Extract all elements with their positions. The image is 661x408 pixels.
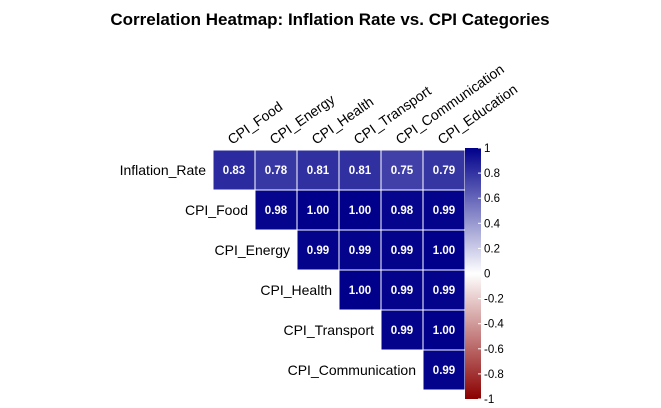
colorbar-tick-label: -0.6 (484, 344, 504, 356)
heatmap-cell (380, 149, 424, 191)
heatmap-cell (296, 189, 340, 231)
row-label: CPI_Communication (288, 362, 416, 378)
colorbar-tick-label: 0 (484, 269, 490, 281)
cell-value-label: 0.99 (349, 245, 371, 257)
cell-value-label: 1.00 (433, 325, 455, 337)
heatmap-cell (422, 309, 466, 351)
colorbar-tick-label: 0.4 (484, 218, 501, 230)
heatmap-cell (422, 149, 466, 191)
colorbar: 1 0.8 0.6 0.4 0.2 0 -0.2 -0.4 -0.6 -0.8 -1 (465, 143, 504, 406)
colorbar-tick-label: 0.8 (484, 168, 500, 180)
colorbar-tick-label: 0.2 (484, 243, 500, 255)
cell-value-label: 0.78 (265, 165, 288, 177)
heatmap-cell (338, 189, 382, 231)
cell-value-label: 0.99 (307, 245, 329, 257)
cell-value-label: 0.98 (265, 205, 288, 217)
cell-value-label: 0.75 (391, 165, 414, 177)
cell-value-label: 1.00 (349, 285, 371, 297)
heatmap-cell (422, 229, 466, 271)
cell-value-label: 0.99 (433, 205, 455, 217)
cell-value-label: 0.99 (391, 245, 413, 257)
cell-value-label: 0.98 (391, 205, 414, 217)
row-labels: Inflation_Rate CPI_Food CPI_Energy CPI_Heal… (120, 162, 416, 378)
heatmap-cell (212, 149, 256, 191)
cell-value-label: 0.99 (433, 365, 455, 377)
row-label: CPI_Food (185, 202, 248, 218)
row-label: CPI_Energy (215, 242, 290, 258)
heatmap-cell (422, 189, 466, 231)
colorbar-tick-label: -0.8 (484, 369, 504, 381)
colorbar-tick-label: -1 (484, 394, 494, 406)
colorbar-tick-label: 1 (484, 143, 490, 155)
cell-value-label: 0.81 (307, 165, 330, 177)
heatmap-cell (422, 269, 466, 311)
colorbar-gradient (465, 148, 481, 399)
heatmap-cell (422, 349, 466, 391)
cell-value-label: 1.00 (349, 205, 371, 217)
cell-value-label: 0.79 (433, 165, 455, 177)
colorbar-tick-label: -0.2 (484, 294, 504, 306)
cell-value-label: 0.83 (223, 165, 245, 177)
cell-value-label: 1.00 (307, 205, 329, 217)
row-label: CPI_Health (260, 282, 332, 298)
row-label: Inflation_Rate (120, 162, 207, 178)
heatmap-cell (338, 269, 382, 311)
heatmap-cell (380, 229, 424, 271)
colorbar-tick-label: -0.4 (484, 319, 504, 331)
colorbar-tick-label: 0.6 (484, 193, 500, 205)
chart-title: Correlation Heatmap: Inflation Rate vs. … (110, 10, 549, 29)
row-label: CPI_Transport (283, 322, 374, 338)
cell-value-label: 0.99 (391, 285, 413, 297)
column-labels: CPI_FoodCPI_EnergyCPI_HealthCPI_Transpor… (225, 61, 521, 148)
cell-value-label: 0.81 (349, 165, 372, 177)
cell-value-label: 0.99 (391, 325, 413, 337)
heatmap-cells: 0.83 0.78 0.81 0.81 0.75 0.79 0.98 1.00 1.00 0.98… (212, 149, 466, 391)
cell-value-label: 0.99 (433, 285, 455, 297)
heatmap-cell (380, 269, 424, 311)
cell-value-label: 1.00 (433, 245, 455, 257)
